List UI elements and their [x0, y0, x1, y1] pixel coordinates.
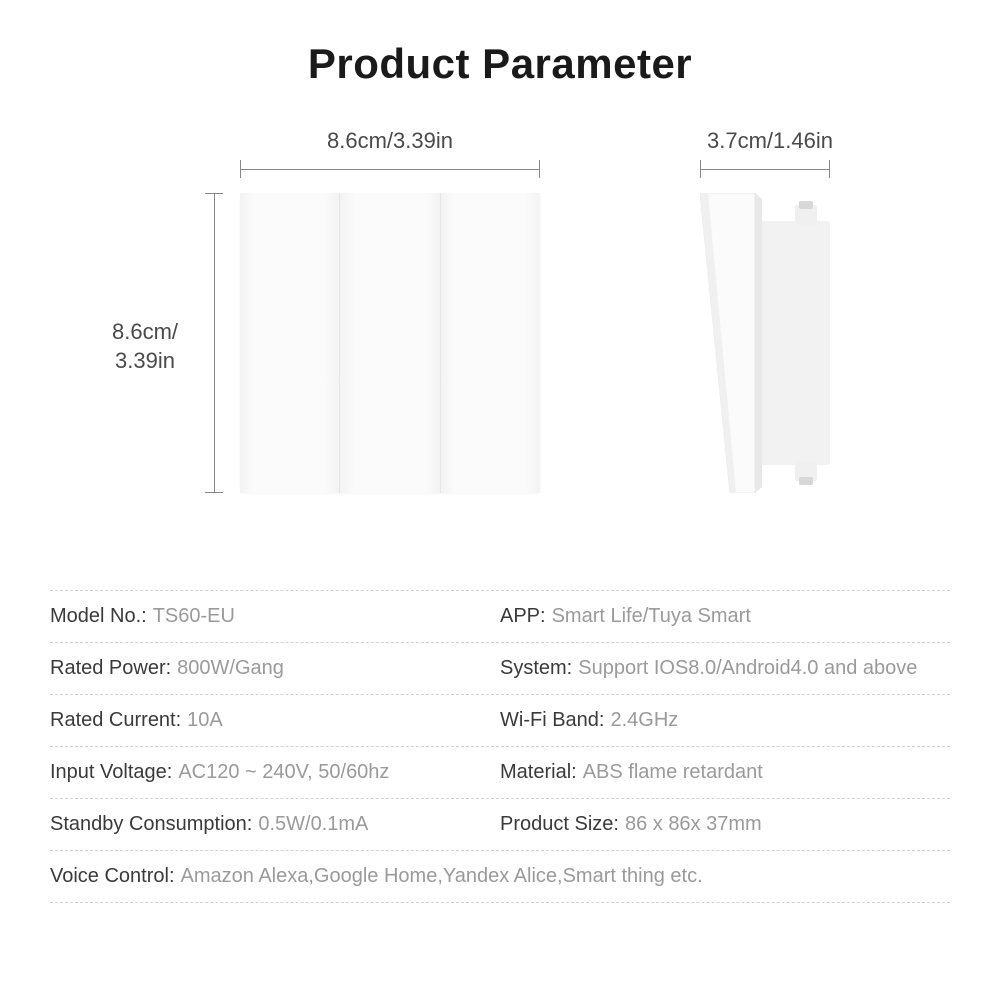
spec-table: Model No.: TS60-EU APP: Smart Life/Tuya Sma…	[50, 590, 950, 903]
spec-label: Material:	[500, 761, 577, 784]
page-title: Product Parameter	[0, 0, 1000, 88]
switch-gang	[240, 193, 339, 493]
spec-label: Input Voltage:	[50, 761, 172, 784]
spec-value: Support IOS8.0/Android4.0 and above	[578, 657, 917, 680]
spec-label: Product Size:	[500, 813, 619, 836]
front-width-dimline	[240, 160, 540, 180]
dimension-diagram: 8.6cm/3.39in 8.6cm/ 3.39in 3.7cm/1.46in	[0, 118, 1000, 588]
side-width-dimline	[700, 160, 830, 180]
front-height-dimline	[205, 193, 225, 493]
spec-label: Model No.:	[50, 605, 147, 628]
spec-cell: Voice Control: Amazon Alexa,Google Home,Y…	[50, 865, 950, 888]
spec-cell: APP: Smart Life/Tuya Smart	[500, 605, 950, 628]
front-height-line2: 3.39in	[115, 348, 175, 373]
spec-cell: Rated Current: 10A	[50, 709, 500, 732]
spec-row: Standby Consumption: 0.5W/0.1mA Product Si…	[50, 798, 950, 850]
spec-label: Wi-Fi Band:	[500, 709, 604, 732]
spec-row: Rated Power: 800W/Gang System: Support IOS8…	[50, 642, 950, 694]
spec-cell: Input Voltage: AC120 ~ 240V, 50/60hz	[50, 761, 500, 784]
spec-value: 10A	[187, 709, 223, 732]
spec-value: 2.4GHz	[610, 709, 678, 732]
spec-value: 86 x 86x 37mm	[625, 813, 762, 836]
spec-label: System:	[500, 657, 572, 680]
spec-cell: System: Support IOS8.0/Android4.0 and abo…	[500, 657, 950, 680]
spec-row: Rated Current: 10A Wi-Fi Band: 2.4GHz	[50, 694, 950, 746]
spec-cell: Material: ABS flame retardant	[500, 761, 950, 784]
spec-cell: Model No.: TS60-EU	[50, 605, 500, 628]
spec-value: TS60-EU	[153, 605, 235, 628]
spec-cell: Wi-Fi Band: 2.4GHz	[500, 709, 950, 732]
spec-value: Smart Life/Tuya Smart	[552, 605, 751, 628]
spec-row: Model No.: TS60-EU APP: Smart Life/Tuya Sma…	[50, 590, 950, 642]
spec-label: APP:	[500, 605, 546, 628]
spec-value: AC120 ~ 240V, 50/60hz	[178, 761, 389, 784]
spec-row: Voice Control: Amazon Alexa,Google Home,Y…	[50, 850, 950, 903]
front-width-label: 8.6cm/3.39in	[240, 128, 540, 154]
switch-gang	[339, 193, 439, 493]
spec-row: Input Voltage: AC120 ~ 240V, 50/60hz Mater…	[50, 746, 950, 798]
spec-cell: Standby Consumption: 0.5W/0.1mA	[50, 813, 500, 836]
spec-label: Rated Power:	[50, 657, 171, 680]
front-height-label: 8.6cm/ 3.39in	[95, 318, 195, 375]
spec-label: Voice Control:	[50, 865, 175, 888]
spec-value: Amazon Alexa,Google Home,Yandex Alice,Sm…	[181, 865, 703, 888]
spec-label: Standby Consumption:	[50, 813, 252, 836]
switch-gang	[440, 193, 540, 493]
spec-cell: Rated Power: 800W/Gang	[50, 657, 500, 680]
switch-side-view	[700, 193, 850, 493]
spec-cell: Product Size: 86 x 86x 37mm	[500, 813, 950, 836]
spec-value: 800W/Gang	[177, 657, 284, 680]
spec-label: Rated Current:	[50, 709, 181, 732]
spec-value: 0.5W/0.1mA	[258, 813, 368, 836]
spec-value: ABS flame retardant	[583, 761, 763, 784]
side-width-label: 3.7cm/1.46in	[690, 128, 850, 154]
front-height-line1: 8.6cm/	[112, 319, 178, 344]
switch-front-view	[240, 193, 540, 493]
